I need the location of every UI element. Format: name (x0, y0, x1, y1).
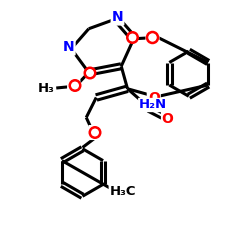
Text: O: O (68, 80, 80, 93)
Circle shape (128, 33, 137, 42)
Text: N: N (112, 10, 123, 24)
Text: O: O (90, 126, 101, 139)
Circle shape (86, 68, 94, 78)
Text: H₂N: H₂N (139, 98, 167, 112)
Text: O: O (146, 30, 158, 44)
Circle shape (70, 81, 80, 90)
Text: H₃: H₃ (38, 82, 55, 95)
Text: O: O (162, 112, 173, 126)
Text: N: N (63, 40, 74, 54)
Text: H₃C: H₃C (109, 185, 136, 198)
Text: O: O (148, 90, 160, 104)
Circle shape (148, 33, 157, 42)
Circle shape (90, 128, 100, 137)
